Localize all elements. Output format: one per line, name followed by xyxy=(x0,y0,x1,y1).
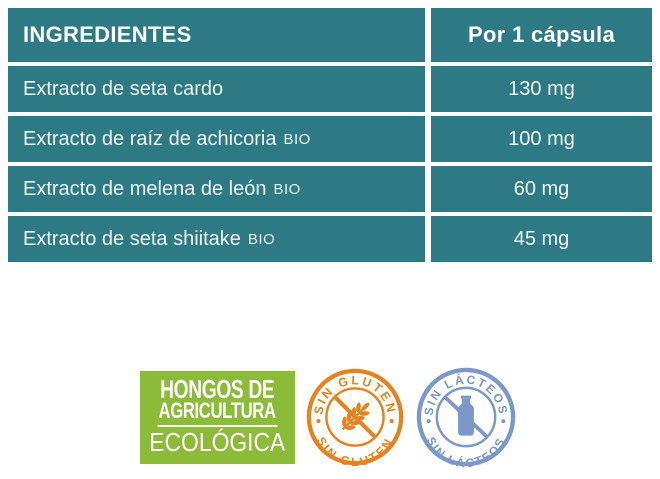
ingredient-amount: 100 mg xyxy=(431,116,652,162)
ingredients-table: INGREDIENTES Por 1 cápsula Extracto de s… xyxy=(8,8,652,262)
seal-outer-ring xyxy=(416,367,516,467)
organic-badge-divider xyxy=(157,425,278,428)
ingredient-amount: 130 mg xyxy=(431,66,652,112)
bio-tag: BIO xyxy=(247,230,276,248)
ingredient-name: Extracto de seta cardo xyxy=(8,66,425,112)
ingredient-name-text: Extracto de raíz de achicoria xyxy=(23,127,277,150)
table-row: Extracto de raíz de achicoria BIO 100 mg xyxy=(8,116,652,162)
seal-dot-left xyxy=(426,419,431,424)
organic-badge-line2: AGRICULTURA xyxy=(158,398,277,424)
ingredient-name: Extracto de seta shiitake BIO xyxy=(8,216,425,262)
seal-dot-right xyxy=(501,419,506,424)
bio-tag: BIO xyxy=(283,130,311,148)
seal-bottom-text: SIN LÁCTEOS xyxy=(424,435,509,467)
no-slash-icon xyxy=(444,396,488,438)
organic-badge-line1: HONGOS DE xyxy=(160,374,275,405)
table-row: Extracto de melena de león BIO 60 mg xyxy=(8,166,652,212)
table-header-row: INGREDIENTES Por 1 cápsula xyxy=(8,8,652,62)
organic-mushrooms-badge: HONGOS DE AGRICULTURA ECOLÓGICA xyxy=(140,371,295,464)
ingredient-name: Extracto de melena de león BIO xyxy=(8,166,425,212)
dairy-free-seal: SIN LÁCTEOS SIN LÁCTEOS xyxy=(416,367,516,467)
ingredient-amount: 60 mg xyxy=(431,166,652,212)
organic-badge-line3: ECOLÓGICA xyxy=(149,427,286,458)
header-ingredients: INGREDIENTES xyxy=(8,8,425,62)
ingredient-name-text: Extracto de seta cardo xyxy=(23,77,224,100)
gluten-free-seal: SIN GLUTEN SIN GLUTEN xyxy=(306,368,404,466)
seal-inner-ring xyxy=(435,386,497,448)
table-row: Extracto de seta cardo 130 mg xyxy=(8,66,652,112)
bio-tag: BIO xyxy=(273,180,301,198)
ingredient-name-text: Extracto de seta shiitake xyxy=(23,227,241,250)
no-slash-icon xyxy=(334,396,376,438)
ingredient-amount: 45 mg xyxy=(431,216,652,262)
ingredient-name-text: Extracto de melena de león xyxy=(23,177,267,200)
ingredient-name: Extracto de raíz de achicoria BIO xyxy=(8,116,425,162)
header-per-capsule: Por 1 cápsula xyxy=(431,8,652,62)
table-row: Extracto de seta shiitake BIO 45 mg xyxy=(8,216,652,262)
seal-dot-right xyxy=(389,419,394,424)
seal-inner-ring xyxy=(325,387,385,447)
seal-dot-left xyxy=(316,419,321,424)
seal-outer-ring xyxy=(306,368,404,466)
seal-bottom-text: SIN GLUTEN xyxy=(314,435,397,466)
